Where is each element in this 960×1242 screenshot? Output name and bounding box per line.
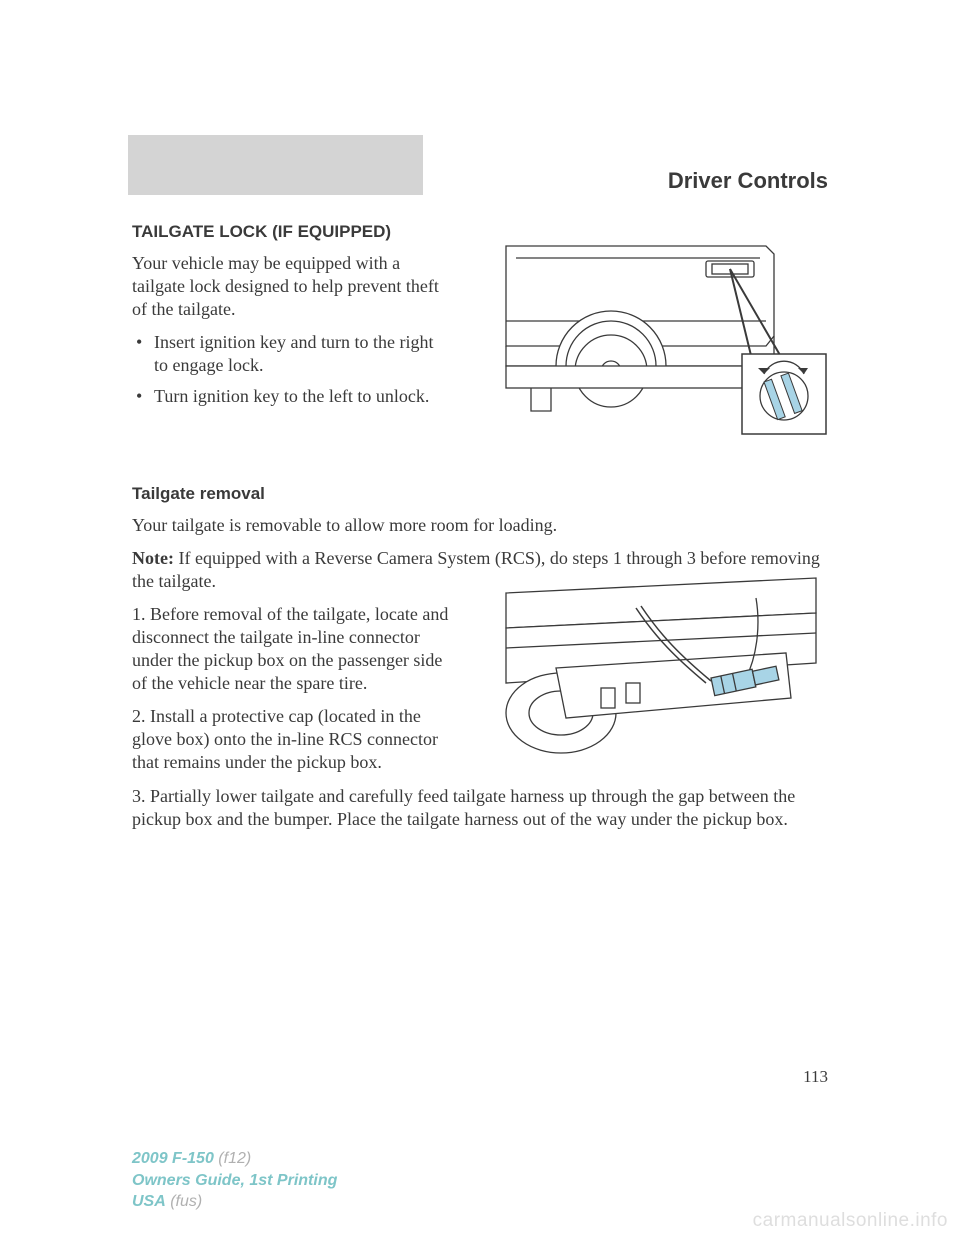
footer-code1: (f12) bbox=[214, 1150, 251, 1167]
page-number: 113 bbox=[803, 1067, 828, 1087]
footer-guide: Owners Guide, 1st Printing bbox=[132, 1170, 337, 1192]
tailgate-lock-illustration bbox=[496, 226, 828, 436]
section2-title: Tailgate removal bbox=[132, 484, 828, 504]
bullet-item: Insert ignition key and turn to the righ… bbox=[132, 331, 442, 377]
bullet-item: Turn ignition key to the left to unlock. bbox=[132, 385, 442, 408]
note-label: Note: bbox=[132, 548, 174, 568]
footer-model: 2009 F-150 bbox=[132, 1150, 214, 1167]
header-gray-block bbox=[128, 135, 423, 195]
section-header: Driver Controls bbox=[668, 168, 828, 194]
section2-p1: Your tailgate is removable to allow more… bbox=[132, 514, 828, 537]
tailgate-connector-illustration bbox=[496, 568, 828, 778]
section1-intro: Your vehicle may be equipped with a tail… bbox=[132, 252, 442, 321]
section1-bullets: Insert ignition key and turn to the righ… bbox=[132, 331, 442, 408]
footer: 2009 F-150 (f12) Owners Guide, 1st Print… bbox=[132, 1148, 337, 1213]
footer-usa: USA bbox=[132, 1193, 166, 1210]
section2-step2: 2. Install a protective cap (located in … bbox=[132, 705, 452, 774]
section2-step3: 3. Partially lower tailgate and carefull… bbox=[132, 785, 828, 831]
watermark: carmanualsonline.info bbox=[753, 1210, 948, 1232]
section2-step1: 1. Before removal of the tailgate, locat… bbox=[132, 603, 452, 695]
footer-code2: (fus) bbox=[166, 1193, 202, 1210]
